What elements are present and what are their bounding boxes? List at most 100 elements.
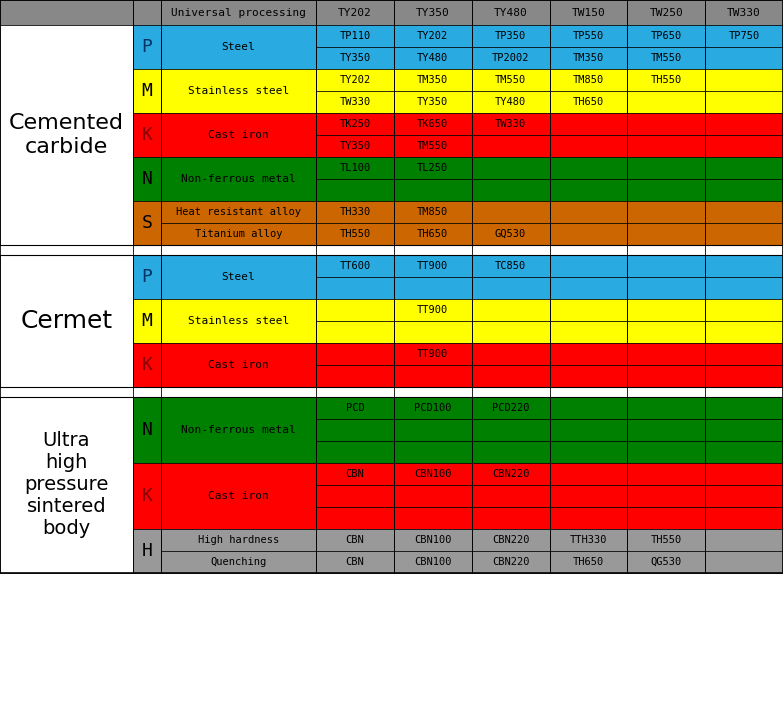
Text: TP650: TP650 [651,31,682,41]
Text: TY480: TY480 [494,8,528,18]
Bar [627,179,705,201]
Bar [705,201,783,223]
Bar [316,157,394,179]
Bar [471,201,550,223]
Bar [627,365,705,387]
Bar [550,135,627,157]
Bar [550,277,627,299]
Bar [627,135,705,157]
Bar [316,47,394,69]
Bar [550,91,627,113]
Bar [550,201,627,223]
Bar [550,419,627,441]
Bar [627,91,705,113]
Bar [550,343,627,365]
Text: N: N [142,421,153,439]
Bar [627,69,705,91]
Bar [627,507,705,529]
Bar [316,485,394,507]
Bar [161,397,316,463]
Bar [705,223,783,245]
Bar [0,245,783,255]
Bar [161,0,316,25]
Text: TY202: TY202 [417,31,449,41]
Text: TH650: TH650 [573,97,604,107]
Bar [0,25,133,245]
Bar [161,113,316,157]
Text: Cermet: Cermet [20,309,113,333]
Text: TW330: TW330 [339,97,370,107]
Bar [394,299,471,321]
Bar [316,463,394,485]
Bar [705,299,783,321]
Text: Cast iron: Cast iron [208,360,269,370]
Bar [394,91,471,113]
Bar [0,255,133,387]
Bar [316,135,394,157]
Bar [471,25,550,47]
Bar [316,69,394,91]
Bar [394,69,471,91]
Bar [316,255,394,277]
Bar [394,0,471,25]
Text: Universal processing: Universal processing [171,8,306,18]
Bar [550,25,627,47]
Text: TP750: TP750 [728,31,760,41]
Text: Cast iron: Cast iron [208,491,269,501]
Text: TY202: TY202 [339,75,370,85]
Bar [471,299,550,321]
Bar [394,47,471,69]
Bar [394,463,471,485]
Text: High hardness: High hardness [198,535,279,545]
Text: CBN: CBN [345,557,364,567]
Text: TM550: TM550 [651,53,682,63]
Bar [316,91,394,113]
Bar [0,0,133,25]
Text: Steel: Steel [222,42,255,52]
Text: TW330: TW330 [495,119,526,129]
Bar [471,157,550,179]
Bar [394,419,471,441]
Bar [161,529,316,551]
Bar [394,529,471,551]
Bar [161,69,316,113]
Text: TM550: TM550 [495,75,526,85]
Bar [471,69,550,91]
Bar [133,299,161,343]
Text: TH550: TH550 [651,75,682,85]
Text: Non-ferrous metal: Non-ferrous metal [181,425,296,435]
Text: TT900: TT900 [417,349,449,359]
Bar [161,255,316,299]
Text: M: M [142,312,153,330]
Text: TY350: TY350 [416,8,449,18]
Bar [627,463,705,485]
Bar [471,91,550,113]
Bar [316,419,394,441]
Text: Heat resistant alloy: Heat resistant alloy [176,207,301,217]
Bar [627,201,705,223]
Bar [394,223,471,245]
Bar [471,485,550,507]
Text: TM350: TM350 [573,53,604,63]
Bar [705,397,783,419]
Text: P: P [142,38,153,56]
Text: GQ530: GQ530 [495,229,526,239]
Bar [161,299,316,343]
Text: TH550: TH550 [339,229,370,239]
Bar [471,255,550,277]
Bar [394,179,471,201]
Bar [316,201,394,223]
Bar [316,179,394,201]
Text: TK250: TK250 [339,119,370,129]
Bar [394,485,471,507]
Text: TM850: TM850 [573,75,604,85]
Bar [550,179,627,201]
Text: TY480: TY480 [495,97,526,107]
Bar [550,0,627,25]
Text: CBN220: CBN220 [492,469,529,479]
Bar [627,0,705,25]
Text: Ultra
high
pressure
sintered
body: Ultra high pressure sintered body [24,432,109,538]
Bar [550,397,627,419]
Bar [394,321,471,343]
Bar [161,201,316,223]
